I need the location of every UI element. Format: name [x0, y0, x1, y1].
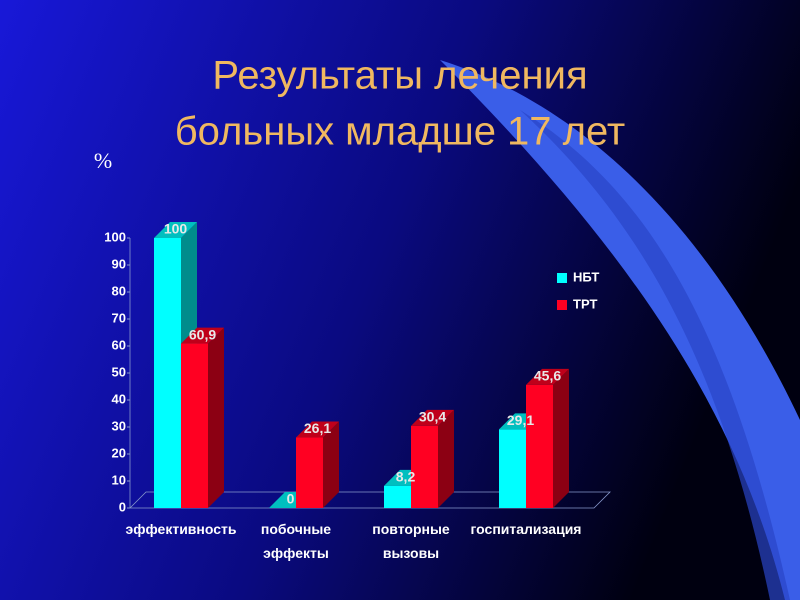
y-tick-label: 90 [112, 256, 126, 271]
y-axis-label: % [94, 148, 112, 173]
bar [384, 485, 411, 508]
value-label: 26,1 [304, 420, 331, 436]
value-label: 60,9 [189, 326, 216, 342]
x-tick-label: эффективность [126, 521, 237, 537]
bar [154, 238, 181, 508]
bar-side [208, 327, 224, 508]
title: больных младше 17 лет [175, 110, 625, 154]
legend-label: НБТ [573, 269, 599, 284]
y-tick-label: 30 [112, 418, 126, 433]
x-tick-line: побочные [261, 521, 331, 537]
y-tick-label: 50 [112, 364, 126, 379]
x-tick-label: побочные эффекты [261, 521, 331, 561]
bar-top [154, 222, 197, 238]
x-tick-line: эффекты [263, 545, 329, 561]
swoosh [520, 110, 790, 600]
y-tick-label: 40 [112, 391, 126, 406]
y-tick-label: 100 [104, 229, 126, 244]
value-label: 45,6 [534, 368, 561, 384]
y-tick-label: 0 [119, 499, 126, 514]
value-label: 0 [287, 491, 295, 507]
value-label: 30,4 [419, 409, 446, 425]
bar [499, 429, 526, 508]
x-tick-line: повторные [372, 521, 450, 537]
bar-side [323, 421, 339, 508]
y-tick-label: 20 [112, 445, 126, 460]
y-tick-label: 60 [112, 337, 126, 352]
legend-swatch [557, 273, 567, 283]
legend-swatch [557, 300, 567, 310]
bar-top [411, 409, 454, 426]
bar [296, 437, 323, 508]
bar-top [296, 421, 339, 438]
legend-label: ТРТ [573, 296, 597, 311]
bar-top [181, 327, 224, 344]
x-tick-label: повторные вызовы [372, 521, 450, 561]
bar-top [526, 368, 569, 385]
bar-side [438, 409, 454, 508]
x-tick-label: госпитализация [471, 521, 582, 537]
bar [181, 343, 208, 508]
y-tick-label: 70 [112, 310, 126, 325]
x-tick-line: вызовы [383, 545, 439, 561]
y-tick-label: 80 [112, 283, 126, 298]
x-tick-line: эффективность [126, 521, 237, 537]
swoosh [440, 60, 800, 600]
x-tick-line: госпитализация [471, 521, 582, 537]
floor [129, 491, 611, 509]
bar-side [553, 368, 569, 508]
y-tick-label: 10 [112, 472, 126, 487]
value-label: 8,2 [396, 469, 416, 485]
value-label: 100 [164, 221, 188, 237]
bar [411, 425, 438, 508]
bar [526, 384, 553, 508]
title: Результаты лечения [212, 54, 587, 98]
value-label: 29,1 [507, 412, 534, 428]
